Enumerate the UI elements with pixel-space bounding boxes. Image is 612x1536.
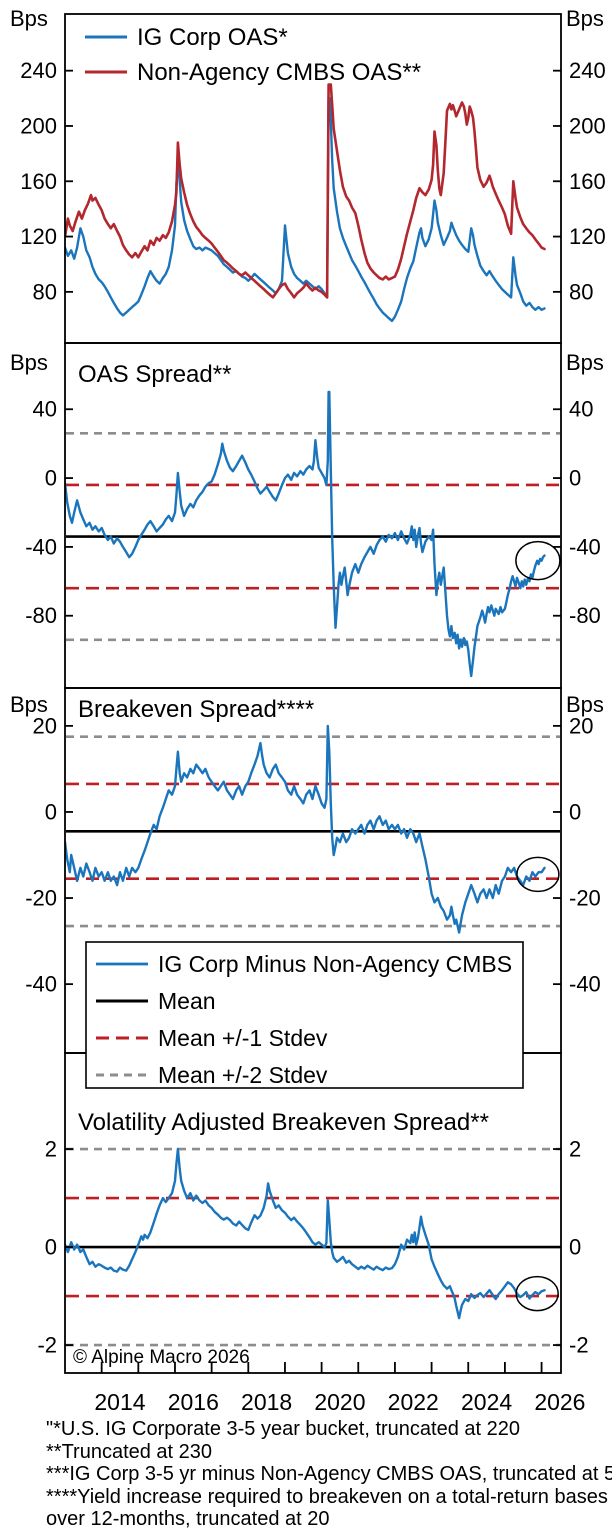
footnotes: "*U.S. IG Corporate 3-5 year bucket, tru… [46,1418,612,1531]
unit-label-right: Bps [566,692,604,717]
y-tick-label-left-20: 20 [33,713,57,738]
y-tick-label-right-20: 20 [569,713,593,738]
legend-box-frame [85,941,524,1089]
panel-4: 2 2 0 0 -2 -2 Volatility Adjusted Breakeven Sp… [37,1052,589,1374]
y-tick-label-right-80: 80 [569,279,593,304]
y-tick-label-left-200: 200 [20,113,57,138]
y-tick-label-right-2: 2 [569,1137,581,1162]
copyright-label: © Alpine Macro 2026 [73,1347,250,1368]
unit-label-left: Bps [10,692,48,717]
non-agency-cmbs-oas-legend-label: Non-Agency CMBS OAS** [137,59,421,86]
footnote-line-5: over 12-months, truncated at 20 [46,1508,330,1530]
x-tick-label-2014: 2014 [94,1389,145,1415]
panel-3-title: Breakeven Spread**** [78,696,314,723]
unit-label-left: Bps [10,350,48,375]
top-legend: IG Corp OAS* Non-Agency CMBS OAS** [85,24,421,86]
panel-1: 240 240 200 200 160 160 120 120 80 80 Bps Bps [10,6,606,344]
legend-label-3: Mean +/-1 Stdev [158,1025,328,1051]
y-tick-label-left-80: 80 [33,279,57,304]
y-tick-label-right-0: 0 [569,799,581,824]
footnote-line-1: "*U.S. IG Corporate 3-5 year bucket, tru… [46,1418,521,1440]
y-tick-label-left--40: -40 [25,972,57,997]
x-tick-label-2016: 2016 [168,1389,219,1415]
y-tick-label-left-120: 120 [20,224,57,249]
y-tick-label-left-0: 0 [45,466,57,491]
panel-3: 20 20 0 0 -20 -20 -40 -40 Bps Bps Breakeven Spread… [10,687,604,1054]
y-tick-label-right-0: 0 [569,466,581,491]
y-tick-label-left--20: -20 [25,886,57,911]
legend-label-4: Mean +/-2 Stdev [158,1062,328,1088]
y-tick-label-right-40: 40 [569,397,593,422]
y-tick-label-right--2: -2 [569,1333,589,1358]
y-tick-label-left-160: 160 [20,169,57,194]
breakeven-spread-line [65,724,546,934]
panel-2-title: OAS Spread** [78,361,231,388]
legend-label-2: Mean [158,988,216,1014]
footnote-line-3: ***IG Corp 3-5 yr minus Non-Agency CMBS … [46,1463,612,1485]
y-tick-label-left-0: 0 [45,1235,57,1260]
y-tick-label-left--2: -2 [37,1333,57,1358]
oas-spread-line [65,390,546,678]
y-tick-label-right-160: 160 [569,169,606,194]
x-axis: 2014 2016 2018 2020 2022 2024 2026 [94,1362,585,1415]
ig-corp-oas-legend-label: IG Corp OAS* [137,24,288,51]
y-tick-label-left--40: -40 [25,534,57,559]
y-tick-label-left-240: 240 [20,58,57,83]
legend-label-1: IG Corp Minus Non-Agency CMBS [158,951,512,977]
y-tick-label-left-2: 2 [45,1137,57,1162]
unit-label-right: Bps [566,6,604,31]
y-tick-label-right-200: 200 [569,113,606,138]
y-tick-label-left-40: 40 [33,397,57,422]
footnote-line-2: **Truncated at 230 [46,1440,213,1463]
panel-4-border [64,1052,562,1374]
unit-label-left: Bps [10,6,48,31]
x-tick-label-2026: 2026 [534,1389,585,1415]
vol-adj-breakeven-line [65,1147,546,1320]
x-tick-label-2022: 2022 [388,1389,439,1415]
panel-2-border [64,342,562,689]
y-tick-label-right--40: -40 [569,972,601,997]
y-tick-label-right-240: 240 [569,58,606,83]
legend-box: IG Corp Minus Non-Agency CMBS Mean Mean +/… [85,941,524,1089]
latest-value-circle [516,856,560,893]
y-tick-label-right--20: -20 [569,886,601,911]
y-tick-label-left-0: 0 [45,799,57,824]
y-tick-label-right-0: 0 [569,1235,581,1260]
panel-4-title: Volatility Adjusted Breakeven Spread** [78,1109,489,1136]
x-tick-label-2018: 2018 [241,1389,292,1415]
latest-value-circle [515,540,561,581]
unit-label-right: Bps [566,350,604,375]
latest-value-circle [515,1275,559,1312]
y-tick-label-left--80: -80 [25,603,57,628]
x-tick-label-2024: 2024 [461,1389,512,1415]
y-tick-label-right-120: 120 [569,224,606,249]
x-tick-label-2020: 2020 [314,1389,365,1415]
footnote-line-4: ****Yield increase required to breakeven… [46,1485,608,1508]
panel-2: 40 40 0 0 -40 -40 -80 -80 Bps Bps OAS Spread** [10,342,604,689]
y-tick-label-right--80: -80 [569,603,601,628]
y-tick-label-right--40: -40 [569,534,601,559]
non-agency-cmbs-oas-line [65,83,546,299]
